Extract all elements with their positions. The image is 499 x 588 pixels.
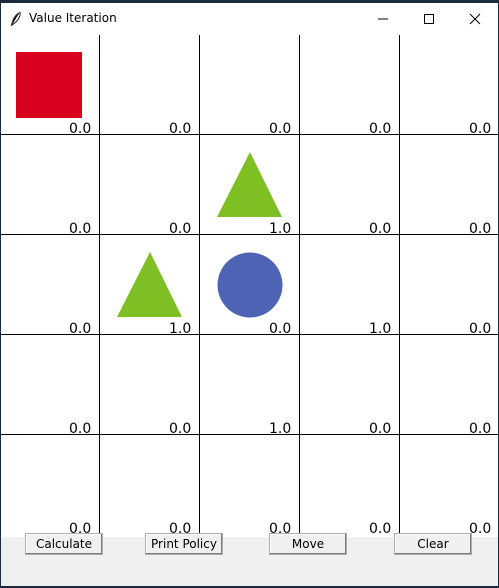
grid-line-vertical [299, 35, 300, 537]
print-policy-button[interactable]: Print Policy [145, 533, 223, 555]
calculate-button[interactable]: Calculate [25, 533, 103, 555]
cell-value-3-4: 0.0 [469, 421, 492, 437]
maximize-icon [424, 14, 434, 24]
cell-value-3-3: 0.0 [369, 421, 392, 437]
grid-line-vertical [99, 35, 100, 537]
cell-value-4-3: 0.0 [369, 521, 392, 537]
cell-value-3-0: 0.0 [69, 421, 92, 437]
cell-value-3-2: 1.0 [269, 421, 292, 437]
cell-value-0-1: 0.0 [169, 121, 192, 137]
close-button[interactable] [452, 3, 498, 35]
window-frame-top [0, 0, 499, 3]
cell-value-1-2: 1.0 [269, 221, 292, 237]
cell-value-4-4: 0.0 [469, 521, 492, 537]
red-rectangle-agent [16, 52, 82, 118]
blue-circle-goal [217, 252, 283, 318]
cell-value-2-4: 0.0 [469, 321, 492, 337]
cell-value-0-3: 0.0 [369, 121, 392, 137]
move-button[interactable]: Move [269, 533, 347, 555]
cell-value-1-0: 0.0 [69, 221, 92, 237]
cell-value-2-2: 0.0 [269, 321, 292, 337]
cell-value-2-0: 0.0 [69, 321, 92, 337]
cell-value-4-2: 0.0 [269, 521, 292, 537]
cell-value-1-3: 0.0 [369, 221, 392, 237]
minimize-icon [378, 18, 388, 20]
cell-value-2-1: 1.0 [169, 321, 192, 337]
cell-value-0-2: 0.0 [269, 121, 292, 137]
cell-value-0-4: 0.0 [469, 121, 492, 137]
green-triangle-obstacle [117, 252, 182, 317]
cell-value-3-1: 0.0 [169, 421, 192, 437]
grid-line-horizontal [1, 434, 498, 435]
window-frame-bottom [0, 586, 499, 588]
window-frame-left [0, 0, 1, 588]
cell-value-1-1: 0.0 [169, 221, 192, 237]
cell-value-4-1: 0.0 [169, 521, 192, 537]
grid-line-horizontal [1, 134, 498, 135]
cell-value-4-0: 0.0 [69, 521, 92, 537]
cell-value-1-4: 0.0 [469, 221, 492, 237]
minimize-button[interactable] [360, 3, 406, 35]
grid-canvas[interactable]: 0.0 0.0 0.0 0.0 0.0 0.0 0.0 1.0 0.0 0.0 … [1, 35, 498, 537]
clear-button[interactable]: Clear [394, 533, 472, 555]
cell-value-0-0: 0.0 [69, 121, 92, 137]
feather-icon [11, 11, 21, 26]
maximize-button[interactable] [406, 3, 452, 35]
close-icon [469, 13, 481, 25]
grid-line-horizontal [1, 234, 498, 235]
button-bar: Calculate Print Policy Move Clear [1, 533, 498, 586]
grid-line-horizontal [1, 334, 498, 335]
cell-value-2-3: 1.0 [369, 321, 392, 337]
title-bar[interactable]: Value Iteration [1, 3, 498, 35]
green-triangle-obstacle [217, 152, 282, 217]
grid-line-vertical [399, 35, 400, 537]
window-title: Value Iteration [29, 11, 117, 25]
grid-line-vertical [199, 35, 200, 537]
